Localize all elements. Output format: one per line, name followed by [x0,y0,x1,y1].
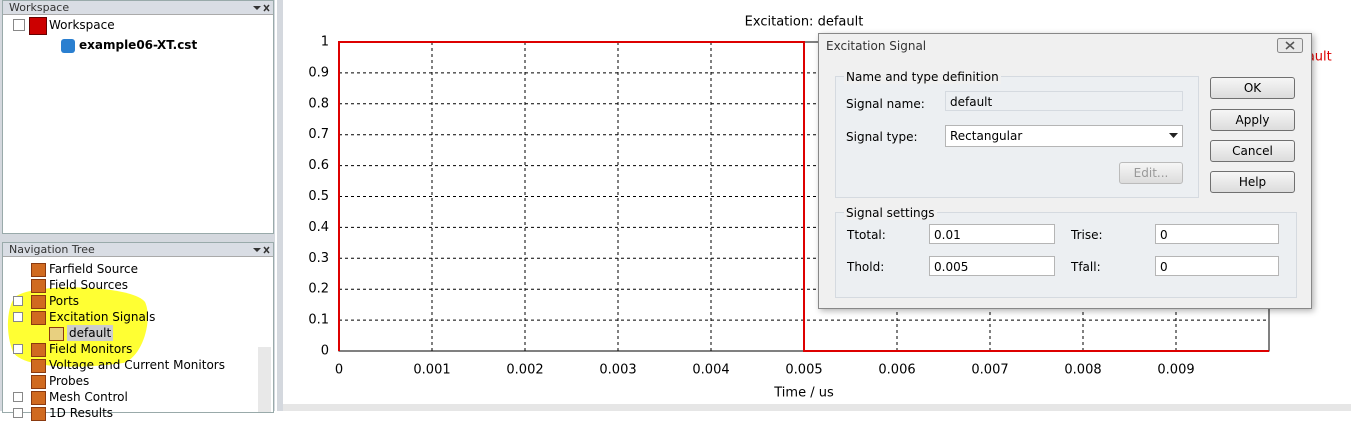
x-tick-label: 0.002 [506,363,543,378]
x-tick-label: 0.001 [413,363,450,378]
chart-title: Excitation: default [745,15,864,30]
button[interactable]: Cancel [1210,140,1295,162]
splitter [277,0,283,411]
panel-header: Workspace [3,1,273,15]
panel-header: Navigation Tree [3,243,273,257]
item-icon [31,343,46,357]
text-field[interactable]: 0 [1155,224,1279,244]
x-tick-label: 0 [335,363,343,378]
y-tick-label: 0.9 [308,65,329,80]
item-icon [31,407,46,421]
y-tick-label: 0.8 [308,96,329,111]
y-tick-label: 0.7 [308,127,329,142]
tree-item[interactable]: Ports [49,294,80,308]
y-tick-label: 0.6 [308,158,329,173]
dropdown-arrow [1169,133,1178,138]
tree-item[interactable]: Probes [49,374,90,388]
x-tick-label: 0.008 [1064,363,1101,378]
y-tick-label: 1 [321,35,329,50]
panel-title: Workspace [9,1,70,14]
tree-item[interactable]: Workspace [49,18,115,32]
y-tick-label: 0.5 [308,189,329,204]
edit-button[interactable]: Edit... [1119,162,1183,184]
x-tick-label: 0.004 [692,363,729,378]
button[interactable]: Help [1210,171,1295,193]
field-label: Trise: [1071,228,1103,242]
y-tick-label: 0.4 [308,220,329,235]
tree-item[interactable]: Farfield Source [49,262,139,276]
scrollbar [283,404,1351,411]
expander [13,344,23,354]
x-tick-label: 0.005 [785,363,822,378]
button[interactable]: Apply [1210,109,1295,131]
text-field[interactable]: default [945,91,1183,111]
workspace-icon [29,17,47,35]
tree-item[interactable]: Excitation Signals [49,310,156,324]
x-tick-label: 0.003 [599,363,636,378]
text-field[interactable]: 0 [1155,256,1279,276]
dropdown[interactable]: Rectangular [945,125,1183,147]
expander [13,392,23,402]
expander [13,296,23,306]
text-field[interactable]: 0.01 [929,224,1055,244]
y-tick-label: 0.2 [308,282,329,297]
button[interactable]: OK [1210,77,1295,99]
tree-item[interactable]: default [67,325,114,341]
tree-item[interactable]: Voltage and Current Monitors [49,358,225,372]
item-icon [31,279,46,293]
left-dock: Workspace Workspace example06-XT.cst Nav… [0,0,275,421]
y-tick-label: 0 [321,344,329,359]
item-icon [31,295,46,309]
item-icon [31,263,46,277]
item-icon [31,391,46,405]
panel-title: Navigation Tree [9,243,95,256]
x-axis-label: Time / us [773,386,834,401]
text-field[interactable]: 0.005 [929,256,1055,276]
field-label: Ttotal: [847,228,886,242]
x-tick-label: 0.006 [878,363,915,378]
tree-item[interactable]: 1D Results [49,406,114,420]
dropdown-value: Rectangular [950,129,1023,143]
tree-item[interactable]: Mesh Control [49,390,128,404]
group-title: Signal settings [844,206,937,220]
expander[interactable] [13,19,25,31]
field-label: Signal type: [846,130,918,144]
field-label: Signal name: [846,97,925,111]
item-icon [31,359,46,373]
tree-item[interactable]: example06-XT.cst [79,38,198,52]
item-icon [31,311,46,325]
series-line [338,41,1269,352]
field-label: Tfall: [1071,260,1101,274]
y-tick-label: 0.1 [308,313,329,328]
dialog: Excitation Signal Name and type definiti… [818,33,1312,309]
field-label: Thold: [847,260,885,274]
file-icon [61,39,75,53]
expander [13,312,23,322]
panel-controls[interactable] [251,2,271,14]
tree-item[interactable]: Field Sources [49,278,128,292]
dialog-title: Excitation Signal [826,39,927,53]
panel-controls[interactable] [251,244,271,256]
scrollbar[interactable] [258,347,271,412]
item-icon [49,327,64,341]
x-tick-label: 0.009 [1157,363,1194,378]
expander [13,408,23,418]
group-title: Name and type definition [844,70,1001,84]
navigation-panel: Navigation Tree Farfield Source Field Sou… [2,242,274,421]
tree-item[interactable]: Field Monitors [49,342,133,356]
close-button[interactable] [1277,38,1303,53]
y-tick-label: 0.3 [308,251,329,266]
item-icon [31,375,46,389]
workspace-panel: Workspace Workspace example06-XT.cst [2,0,274,234]
x-tick-label: 0.007 [971,363,1008,378]
